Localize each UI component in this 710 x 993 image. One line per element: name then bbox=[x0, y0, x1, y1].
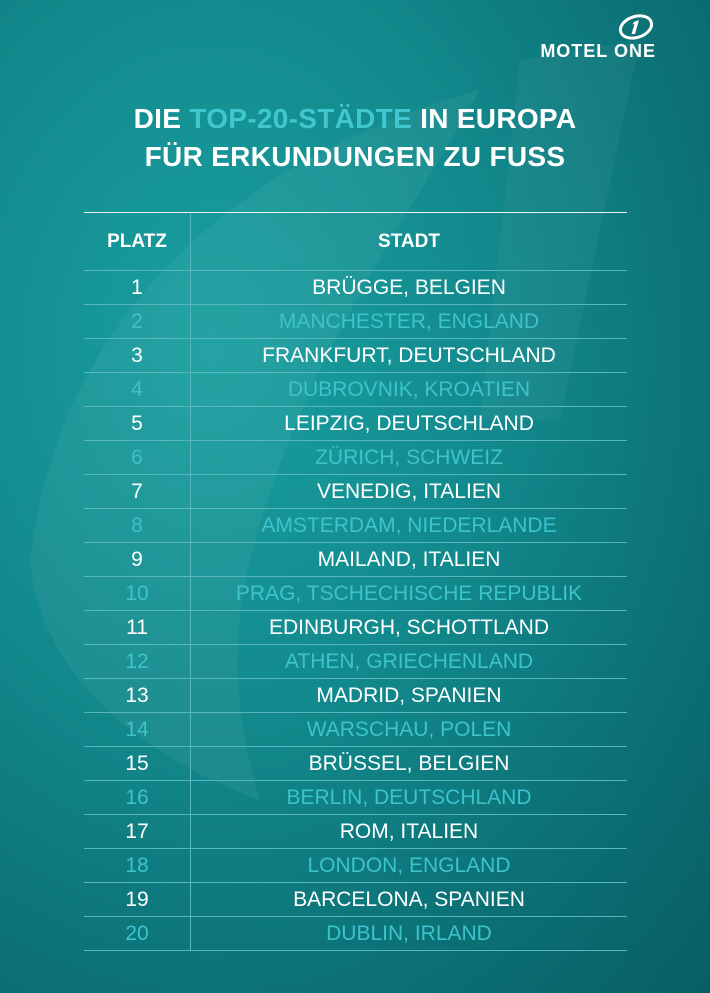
table-row: 2 MANCHESTER, ENGLAND bbox=[84, 305, 627, 339]
rank-cell: 5 bbox=[84, 407, 191, 440]
rank-cell: 12 bbox=[84, 645, 191, 678]
brand-name: MOTEL ONE bbox=[540, 41, 656, 61]
table-row: 20 DUBLIN, IRLAND bbox=[84, 917, 627, 951]
city-cell: EDINBURGH, SCHOTTLAND bbox=[268, 615, 550, 639]
table-header: PLATZ STADT bbox=[84, 213, 627, 271]
title-line-2: FÜR ERKUNDUNGEN ZU FUSS bbox=[144, 141, 566, 172]
table-row: 16 BERLIN, DEUTSCHLAND bbox=[84, 781, 627, 815]
city-cell: PRAG, TSCHECHISCHE REPUBLIK bbox=[235, 581, 583, 605]
motel-one-logo-icon bbox=[618, 14, 654, 40]
city-cell: LONDON, ENGLAND bbox=[307, 853, 511, 877]
table-row: 5 LEIPZIG, DEUTSCHLAND bbox=[84, 407, 627, 441]
table-row: 12 ATHEN, GRIECHENLAND bbox=[84, 645, 627, 679]
city-cell: MADRID, SPANIEN bbox=[316, 683, 502, 707]
city-cell: MANCHESTER, ENGLAND bbox=[278, 309, 540, 333]
table-row: 19 BARCELONA, SPANIEN bbox=[84, 883, 627, 917]
table-row: 13 MADRID, SPANIEN bbox=[84, 679, 627, 713]
rank-cell: 2 bbox=[84, 305, 191, 338]
table-row: 18 LONDON, ENGLAND bbox=[84, 849, 627, 883]
rank-cell: 10 bbox=[84, 577, 191, 610]
table-row: 8 AMSTERDAM, NIEDERLANDE bbox=[84, 509, 627, 543]
table-row: 9 MAILAND, ITALIEN bbox=[84, 543, 627, 577]
ranking-table: PLATZ STADT 1 BRÜGGE, BELGIEN 2 MANCHESTER,… bbox=[84, 212, 627, 951]
city-cell: DUBROVNIK, KROATIEN bbox=[287, 377, 531, 401]
table-row: 3 FRANKFURT, DEUTSCHLAND bbox=[84, 339, 627, 373]
rank-cell: 17 bbox=[84, 815, 191, 848]
city-cell: ATHEN, GRIECHENLAND bbox=[284, 649, 534, 673]
rank-cell: 4 bbox=[84, 373, 191, 406]
city-cell: DUBLIN, IRLAND bbox=[326, 921, 492, 945]
header-city: STADT bbox=[378, 230, 440, 252]
rank-cell: 20 bbox=[84, 917, 191, 950]
table-body: 1 BRÜGGE, BELGIEN 2 MANCHESTER, ENGLAND 3 FRA… bbox=[84, 271, 627, 951]
city-cell: BARCELONA, SPANIEN bbox=[293, 887, 525, 911]
table-row: 14 WARSCHAU, POLEN bbox=[84, 713, 627, 747]
header-rank: PLATZ bbox=[84, 213, 191, 270]
rank-cell: 9 bbox=[84, 543, 191, 576]
city-cell: WARSCHAU, POLEN bbox=[306, 717, 512, 741]
rank-cell: 11 bbox=[84, 611, 191, 644]
table-row: 4 DUBROVNIK, KROATIEN bbox=[84, 373, 627, 407]
title-suffix: IN EUROPA bbox=[412, 103, 577, 134]
table-row: 6 ZÜRICH, SCHWEIZ bbox=[84, 441, 627, 475]
rank-cell: 8 bbox=[84, 509, 191, 542]
rank-cell: 6 bbox=[84, 441, 191, 474]
rank-cell: 16 bbox=[84, 781, 191, 814]
table-row: 15 BRÜSSEL, BELGIEN bbox=[84, 747, 627, 781]
rank-cell: 14 bbox=[84, 713, 191, 746]
rank-cell: 7 bbox=[84, 475, 191, 508]
city-cell: AMSTERDAM, NIEDERLANDE bbox=[261, 513, 557, 537]
rank-cell: 1 bbox=[84, 271, 191, 304]
title-accent: TOP-20-STÄDTE bbox=[189, 103, 413, 134]
rank-cell: 18 bbox=[84, 849, 191, 882]
brand-logo: MOTEL ONE bbox=[526, 14, 656, 62]
rank-cell: 13 bbox=[84, 679, 191, 712]
city-cell: BRÜGGE, BELGIEN bbox=[312, 275, 506, 299]
rank-cell: 3 bbox=[84, 339, 191, 372]
page-title: DIE TOP-20-STÄDTE IN EUROPA FÜR ERKUNDUN… bbox=[0, 100, 710, 176]
title-line-1: DIE TOP-20-STÄDTE IN EUROPA bbox=[0, 100, 710, 138]
rank-cell: 19 bbox=[84, 883, 191, 916]
table-row: 11 EDINBURGH, SCHOTTLAND bbox=[84, 611, 627, 645]
city-cell: LEIPZIG, DEUTSCHLAND bbox=[284, 411, 534, 435]
table-row: 1 BRÜGGE, BELGIEN bbox=[84, 271, 627, 305]
title-prefix: DIE bbox=[133, 103, 190, 134]
table-row: 7 VENEDIG, ITALIEN bbox=[84, 475, 627, 509]
city-cell: MAILAND, ITALIEN bbox=[317, 547, 501, 571]
city-cell: ROM, ITALIEN bbox=[339, 819, 479, 843]
city-cell: ZÜRICH, SCHWEIZ bbox=[315, 445, 503, 469]
table-row: 17 ROM, ITALIEN bbox=[84, 815, 627, 849]
city-cell: BERLIN, DEUTSCHLAND bbox=[286, 785, 532, 809]
rank-cell: 15 bbox=[84, 747, 191, 780]
table-row: 10 PRAG, TSCHECHISCHE REPUBLIK bbox=[84, 577, 627, 611]
city-cell: FRANKFURT, DEUTSCHLAND bbox=[262, 343, 556, 367]
city-cell: BRÜSSEL, BELGIEN bbox=[308, 751, 510, 775]
city-cell: VENEDIG, ITALIEN bbox=[317, 479, 501, 503]
